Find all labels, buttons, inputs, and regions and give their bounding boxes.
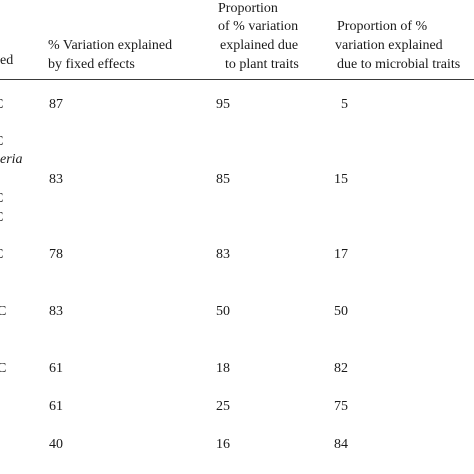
header-plant-traits-line3: explained due: [220, 38, 299, 53]
cell-plant-traits: 25: [216, 399, 230, 414]
row-label-fragment: C: [0, 246, 3, 264]
cell-fixed-effects: 40: [49, 437, 63, 452]
cell-microbial-traits: 15: [334, 172, 348, 187]
cell-fixed-effects: 83: [49, 304, 63, 319]
row-label-fragment: C: [0, 361, 7, 376]
cell-plant-traits: 50: [216, 304, 230, 319]
cell-fixed-effects: 87: [49, 97, 63, 112]
cell-plant-traits: 18: [216, 361, 230, 376]
cell-microbial-traits: 50: [334, 304, 348, 319]
row-label-fragment: eria: [0, 152, 23, 167]
cell-microbial-traits: 5: [341, 97, 348, 112]
header-plant-traits-line4: to plant traits: [225, 57, 299, 72]
cell-fixed-effects: 83: [49, 172, 63, 187]
cell-microbial-traits: 82: [334, 361, 348, 376]
row-label-fragment: C: [0, 190, 3, 208]
cell-plant-traits: 16: [216, 437, 230, 452]
cell-microbial-traits: 84: [334, 437, 348, 452]
cell-plant-traits: 95: [216, 97, 230, 112]
cell-microbial-traits: 17: [334, 247, 348, 262]
header-microbial-traits-line3: due to microbial traits: [337, 57, 461, 72]
cell-fixed-effects: 78: [49, 247, 63, 262]
row-label-fragment: C: [0, 304, 7, 319]
header-rule: [0, 79, 474, 80]
cell-plant-traits: 83: [216, 247, 230, 262]
header-plant-traits-line2: of % variation: [218, 19, 299, 34]
row-label-fragment: C: [0, 133, 3, 151]
header-microbial-traits-line2: variation explained: [335, 38, 443, 53]
row-label-fragment: C: [0, 96, 3, 114]
cell-fixed-effects: 61: [49, 399, 63, 414]
row-label-fragment: C: [0, 209, 3, 227]
header-col0-fragment: ed: [0, 53, 14, 68]
cell-microbial-traits: 75: [334, 399, 348, 414]
header-fixed-effects-line1: % Variation explained: [48, 38, 173, 53]
cell-plant-traits: 85: [216, 172, 230, 187]
cell-fixed-effects: 61: [49, 361, 63, 376]
header-microbial-traits-line1: Proportion of %: [337, 19, 428, 34]
header-fixed-effects-line2: by fixed effects: [48, 57, 135, 72]
header-plant-traits-line1: Proportion: [218, 1, 278, 16]
